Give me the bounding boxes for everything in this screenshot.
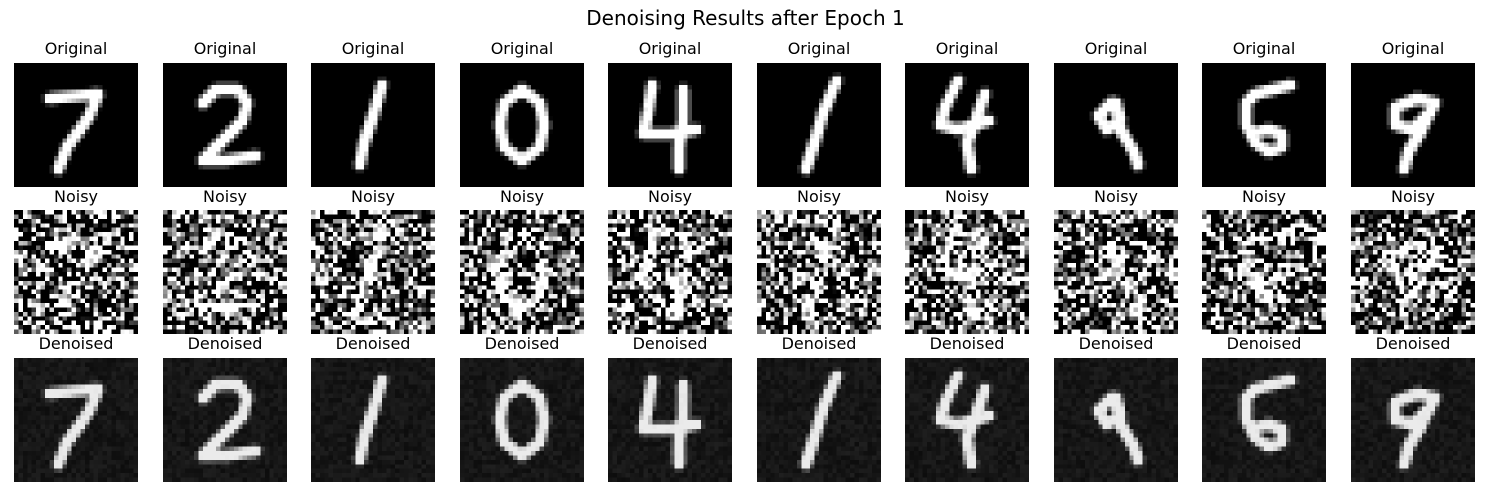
- original-digit-image: [757, 63, 881, 187]
- original-digit-image: [1202, 63, 1326, 187]
- original-digit-image: [163, 63, 287, 187]
- noisy-digit-image: [311, 210, 435, 334]
- denoised-label: Denoised: [929, 334, 1005, 353]
- original-digit-image: [14, 63, 138, 187]
- noisy-digit-image: [1351, 210, 1475, 334]
- original-label: Original: [341, 39, 405, 58]
- denoised-label: Denoised: [335, 334, 411, 353]
- original-label: Original: [490, 39, 554, 58]
- denoised-digit-image: [311, 358, 435, 482]
- noisy-digit-image: [1054, 210, 1178, 334]
- denoised-digit-image: [14, 358, 138, 482]
- denoised-label: Denoised: [1375, 334, 1451, 353]
- denoised-digit-image: [757, 358, 881, 482]
- original-label: Original: [787, 39, 851, 58]
- denoised-digit-image: [460, 358, 584, 482]
- original-label: Original: [935, 39, 999, 58]
- noisy-label: Noisy: [499, 187, 544, 206]
- noisy-digit-image: [608, 210, 732, 334]
- original-label: Original: [1084, 39, 1148, 58]
- noisy-label: Noisy: [647, 187, 692, 206]
- denoised-digit-image: [1351, 358, 1475, 482]
- original-digit-image: [311, 63, 435, 187]
- original-digit-image: [1351, 63, 1475, 187]
- noisy-digit-image: [460, 210, 584, 334]
- noisy-label: Noisy: [53, 187, 98, 206]
- figure-title: Denoising Results after Epoch 1: [586, 6, 905, 30]
- noisy-label: Noisy: [1390, 187, 1435, 206]
- original-label: Original: [1381, 39, 1445, 58]
- original-digit-image: [905, 63, 1029, 187]
- noisy-label: Noisy: [202, 187, 247, 206]
- denoised-label: Denoised: [1078, 334, 1154, 353]
- noisy-label: Noisy: [796, 187, 841, 206]
- denoised-label: Denoised: [38, 334, 114, 353]
- original-label: Original: [638, 39, 702, 58]
- denoised-digit-image: [1202, 358, 1326, 482]
- original-digit-image: [1054, 63, 1178, 187]
- noisy-digit-image: [1202, 210, 1326, 334]
- noisy-label: Noisy: [944, 187, 989, 206]
- noisy-label: Noisy: [1093, 187, 1138, 206]
- original-digit-image: [608, 63, 732, 187]
- denoised-label: Denoised: [484, 334, 560, 353]
- original-label: Original: [193, 39, 257, 58]
- noisy-label: Noisy: [1241, 187, 1286, 206]
- noisy-digit-image: [905, 210, 1029, 334]
- denoised-label: Denoised: [781, 334, 857, 353]
- denoised-digit-image: [163, 358, 287, 482]
- denoised-label: Denoised: [187, 334, 263, 353]
- original-digit-image: [460, 63, 584, 187]
- noisy-digit-image: [757, 210, 881, 334]
- noisy-label: Noisy: [350, 187, 395, 206]
- original-label: Original: [1232, 39, 1296, 58]
- denoised-label: Denoised: [1226, 334, 1302, 353]
- original-label: Original: [44, 39, 108, 58]
- denoised-digit-image: [905, 358, 1029, 482]
- denoised-digit-image: [608, 358, 732, 482]
- denoised-label: Denoised: [632, 334, 708, 353]
- noisy-digit-image: [14, 210, 138, 334]
- noisy-digit-image: [163, 210, 287, 334]
- denoised-digit-image: [1054, 358, 1178, 482]
